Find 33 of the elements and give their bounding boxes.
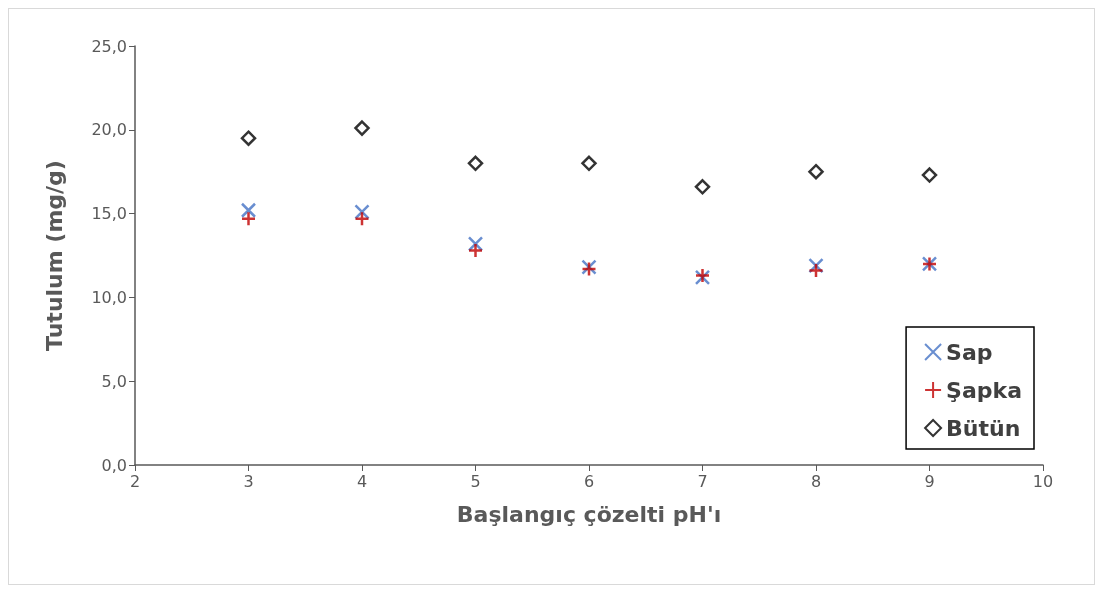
x-tick-label: 8 xyxy=(810,471,822,491)
y-axis-title: Tutulum (mg/g) xyxy=(41,160,67,351)
point xyxy=(354,210,370,227)
point xyxy=(921,167,938,183)
point xyxy=(581,155,597,172)
y-tick-label: 25,0 xyxy=(91,36,127,56)
x-tick-label: 7 xyxy=(697,471,708,491)
y-tick-label: 10,0 xyxy=(91,287,127,307)
point xyxy=(240,202,257,218)
legend-label: Şapka xyxy=(946,377,1023,403)
point xyxy=(467,155,484,172)
point xyxy=(240,130,257,146)
x-tick-label: 10 xyxy=(1032,471,1054,491)
point xyxy=(354,204,370,220)
point xyxy=(240,210,257,227)
legend-label: Sap xyxy=(946,339,993,365)
x-tick-label: 5 xyxy=(470,471,481,491)
x-tick-label: 4 xyxy=(356,471,368,491)
legend-label: Bütün xyxy=(946,415,1021,441)
x-axis-title: Başlangıç çözelti pH'ı xyxy=(456,501,722,527)
y-tick-label: 5,0 xyxy=(101,371,127,391)
y-tick-label: 0,0 xyxy=(101,455,127,475)
x-tick-label: 3 xyxy=(243,471,254,491)
point xyxy=(808,262,824,279)
point xyxy=(467,242,484,259)
y-tick-label: 20,0 xyxy=(91,120,127,140)
x-tick-label: 6 xyxy=(583,471,595,491)
point xyxy=(808,163,824,180)
point xyxy=(694,179,711,195)
x-tick-label: 2 xyxy=(129,471,141,491)
point xyxy=(354,120,370,136)
y-tick-label: 15,0 xyxy=(91,204,127,224)
x-tick-label: 9 xyxy=(924,471,935,491)
